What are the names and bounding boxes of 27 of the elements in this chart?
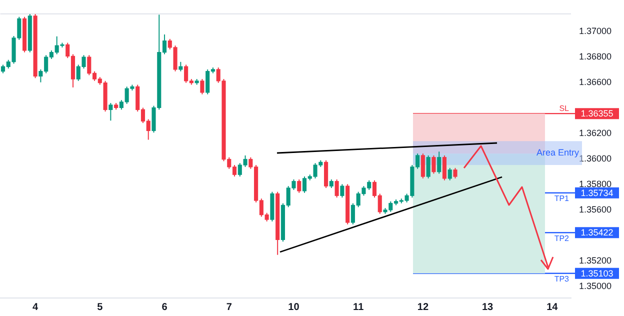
x-tick-label: 10: [288, 302, 300, 313]
text: 1.35103: [580, 268, 614, 278]
y-tick-label: 1.35800: [579, 178, 612, 189]
x-tick-label: 7: [226, 302, 232, 313]
x-tick-label: 4: [32, 302, 39, 313]
x-tick-label: 11: [353, 302, 364, 313]
x-tick-label: 13: [482, 302, 494, 313]
text: 1.35422: [580, 228, 614, 238]
x-tick-label: 12: [417, 302, 429, 313]
y-tick-label: 1.35000: [579, 281, 612, 291]
y-tick-label: 1.36000: [579, 153, 612, 164]
ref-line-label: TP1: [554, 194, 570, 204]
y-tick-label: 1.36200: [579, 128, 612, 138]
ref-line-label: SL: [559, 104, 570, 113]
text: 1.36355: [580, 108, 614, 119]
text: 1.35734: [580, 188, 614, 198]
y-tick-label: 1.35200: [579, 255, 612, 266]
y-tick-label: 1.36800: [579, 51, 612, 62]
y-tick-label: 1.36600: [579, 76, 612, 87]
y-tick-label: 1.35600: [579, 204, 612, 214]
band-label: Area Entry: [536, 148, 580, 158]
x-tick-label: 5: [97, 302, 104, 313]
x-tick-label: 6: [162, 302, 168, 313]
x-tick-label: 14: [546, 302, 558, 313]
ref-line-label: TP2: [554, 234, 570, 243]
ref-line-label: TP3: [554, 274, 570, 284]
y-tick-label: 1.37000: [579, 26, 612, 36]
